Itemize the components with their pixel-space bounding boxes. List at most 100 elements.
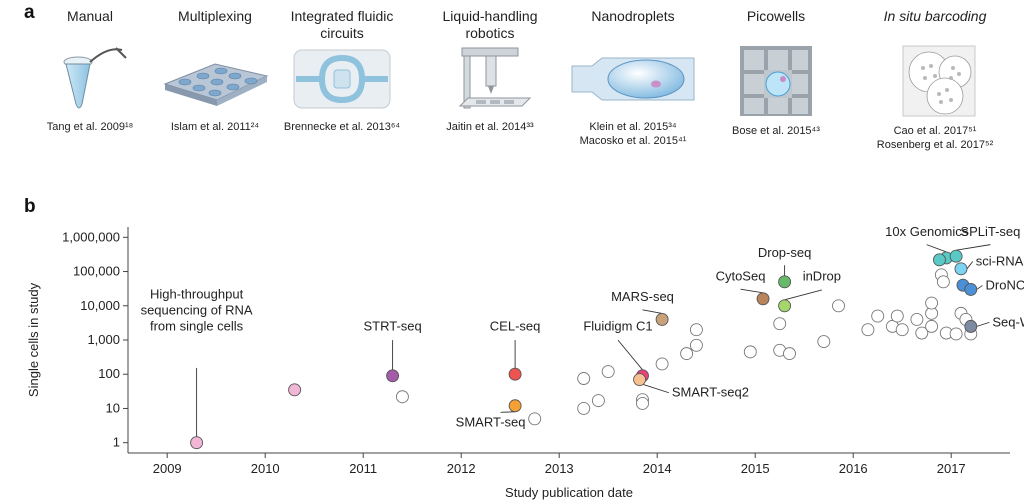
other-study-point xyxy=(577,372,591,385)
other-study-point xyxy=(915,326,929,340)
other-study-point xyxy=(895,323,909,337)
y-axis-label: Single cells in study xyxy=(26,282,41,397)
other-study-point xyxy=(636,397,649,410)
other-study-point xyxy=(949,327,963,341)
other-study-point xyxy=(601,365,615,378)
robotics-icon xyxy=(458,47,532,109)
data-label: MARS-seq xyxy=(611,289,674,304)
method-citations: Islam et al. 2011²⁴ xyxy=(170,121,260,133)
panel-a-letter: a xyxy=(24,2,35,23)
data-label: sci-RNA-seq xyxy=(976,254,1024,269)
x-tick-label: 2009 xyxy=(153,461,182,476)
other-study-point xyxy=(743,345,757,359)
x-tick-label: 2017 xyxy=(937,461,966,476)
manual-tube-icon xyxy=(63,47,127,109)
highlighted-point xyxy=(964,319,978,333)
x-tick-label: 2014 xyxy=(643,461,672,476)
data-label: Seq-Well xyxy=(992,314,1024,329)
method-citations: Cao et al. 2017⁵¹ Rosenberg et al. 2017⁵… xyxy=(876,125,994,151)
x-tick-label: 2013 xyxy=(545,461,574,476)
data-labels: High-throughput sequencing of RNA from sin… xyxy=(141,224,1024,429)
highlighted-point xyxy=(508,399,522,413)
method-title: Multiplexing xyxy=(178,8,252,24)
x-tick-label: 2016 xyxy=(839,461,868,476)
method-robotics: Liquid-handling robotics Jaitin et al. 2… xyxy=(420,8,560,134)
other-study-point xyxy=(910,312,924,326)
method-fluidic-circuits: Integrated fluidic circuits Brennecke et… xyxy=(272,8,412,134)
other-study-point xyxy=(591,394,605,408)
x-tick-label: 2010 xyxy=(251,461,280,476)
other-study-point xyxy=(528,412,542,426)
data-points xyxy=(190,249,978,450)
leader-line xyxy=(642,309,663,314)
panel-b-letter: b xyxy=(24,196,36,217)
leader-line xyxy=(926,244,947,253)
scatter-chart: 1 10 100 1,000 10,000 100,000 1,000,000 2009 201… xyxy=(26,224,1024,500)
method-multiplexing: Multiplexing Islam et al. 2011²⁴ xyxy=(145,8,285,134)
leader-line xyxy=(976,321,990,327)
highlighted-point xyxy=(964,282,978,296)
data-label: Drop-seq xyxy=(758,245,811,260)
axes: 1 10 100 1,000 10,000 100,000 1,000,000 2009 201… xyxy=(26,227,1010,500)
method-title: Integrated fluidic circuits xyxy=(290,8,394,41)
other-study-point xyxy=(577,402,591,415)
data-label: DroNC-seq xyxy=(986,277,1024,292)
highlighted-point xyxy=(633,373,647,386)
data-label: 10x Genomics xyxy=(885,224,969,239)
panel-a: a Manual Tang et al. 2009¹⁸ Multiplexing xyxy=(0,0,1024,195)
method-title: In situ barcoding xyxy=(883,8,987,24)
x-axis-label: Study publication date xyxy=(505,485,633,500)
method-title: Liquid-handling robotics xyxy=(442,8,538,41)
nanodroplet-icon xyxy=(571,57,695,101)
other-study-point xyxy=(925,319,939,333)
leader-line xyxy=(966,261,974,270)
y-tick-label: 1,000,000 xyxy=(62,229,120,244)
other-study-point xyxy=(817,335,831,349)
y-tick-label: 100 xyxy=(98,366,120,381)
data-label: CytoSeq xyxy=(716,268,766,283)
highlighted-point xyxy=(778,299,792,313)
highlighted-point xyxy=(190,436,204,450)
method-citations: Tang et al. 2009¹⁸ xyxy=(46,121,134,133)
other-study-point xyxy=(395,390,409,404)
other-study-point xyxy=(655,357,669,371)
y-tick-label: 1 xyxy=(113,435,120,450)
other-study-point xyxy=(680,347,694,361)
other-study-point xyxy=(890,309,904,323)
y-tick-label: 10,000 xyxy=(80,298,120,313)
method-picowells: Picowells Bose et al. 2015⁴³ xyxy=(706,8,846,138)
highlighted-point xyxy=(386,369,400,383)
other-study-point xyxy=(689,323,703,337)
method-title: Picowells xyxy=(746,8,806,24)
highlighted-point xyxy=(954,262,968,276)
other-study-point xyxy=(871,309,885,323)
method-citations: Bose et al. 2015⁴³ xyxy=(732,125,820,137)
x-tick-label: 2015 xyxy=(741,461,770,476)
method-citations: Brennecke et al. 2013⁶⁴ xyxy=(283,121,401,133)
other-study-point xyxy=(689,338,703,352)
leader-line xyxy=(643,384,670,394)
y-tick-label: 100,000 xyxy=(73,264,120,279)
picowell-icon xyxy=(740,46,812,116)
highlighted-point xyxy=(288,383,302,397)
y-tick-label: 1,000 xyxy=(87,332,120,347)
method-title: Nanodroplets xyxy=(591,8,675,24)
multiplexing-plate-icon xyxy=(163,63,269,106)
other-study-point xyxy=(925,296,939,310)
highlighted-point xyxy=(655,312,669,326)
leader-line xyxy=(956,244,991,251)
leader-line xyxy=(740,288,764,294)
data-label: High-throughput sequencing of RNA from sin… xyxy=(141,286,253,333)
other-study-point xyxy=(861,323,875,337)
other-study-point xyxy=(773,317,787,331)
leader-line xyxy=(784,289,822,301)
x-tick-label: 2012 xyxy=(447,461,476,476)
data-label: SPLiT-seq xyxy=(960,224,1020,239)
leader-line xyxy=(500,411,516,413)
fluidic-circuit-icon xyxy=(293,49,391,109)
leader-lines xyxy=(196,244,991,437)
data-label: STRT-seq xyxy=(363,318,421,333)
other-study-point xyxy=(783,347,796,361)
highlighted-point xyxy=(508,367,522,381)
x-tick-label: 2011 xyxy=(349,461,377,476)
